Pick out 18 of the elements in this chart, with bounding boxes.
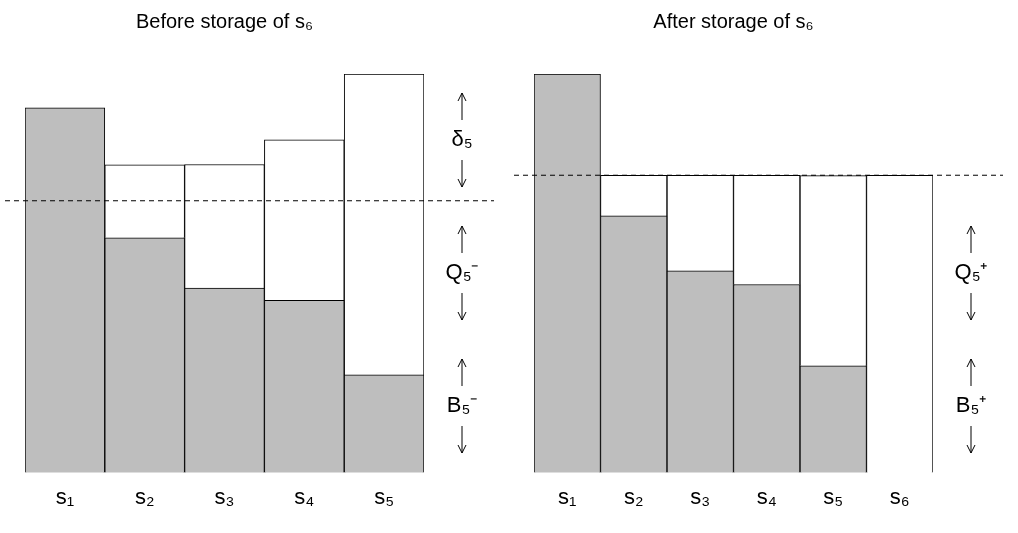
x-tick-label: s₄ xyxy=(294,483,315,509)
annotation: B₅⁻ xyxy=(446,392,478,418)
x-tick-label: s₅ xyxy=(374,483,395,509)
annotation: Q₅⁻ xyxy=(445,259,479,285)
x-tick-label: s₂ xyxy=(134,483,155,509)
x-tick-label: s₃ xyxy=(690,483,711,509)
x-tick-label: s₃ xyxy=(214,483,235,509)
text: Q₅⁺ xyxy=(954,259,988,285)
x-tick-label: s₁ xyxy=(558,483,577,509)
x-tick-label: s₁ xyxy=(55,483,75,509)
x-tick-label: s₆ xyxy=(889,483,910,509)
chart-title: Before storage of s₆ xyxy=(135,9,314,32)
annotation: δ₅ xyxy=(451,126,473,152)
x-tick-label: s₅ xyxy=(823,483,844,509)
chart-title: After storage of s₆ xyxy=(653,9,814,32)
x-tick-label: s₄ xyxy=(756,483,777,509)
x-tick-label: s₂ xyxy=(623,483,644,509)
text: B₅⁺ xyxy=(955,392,987,418)
